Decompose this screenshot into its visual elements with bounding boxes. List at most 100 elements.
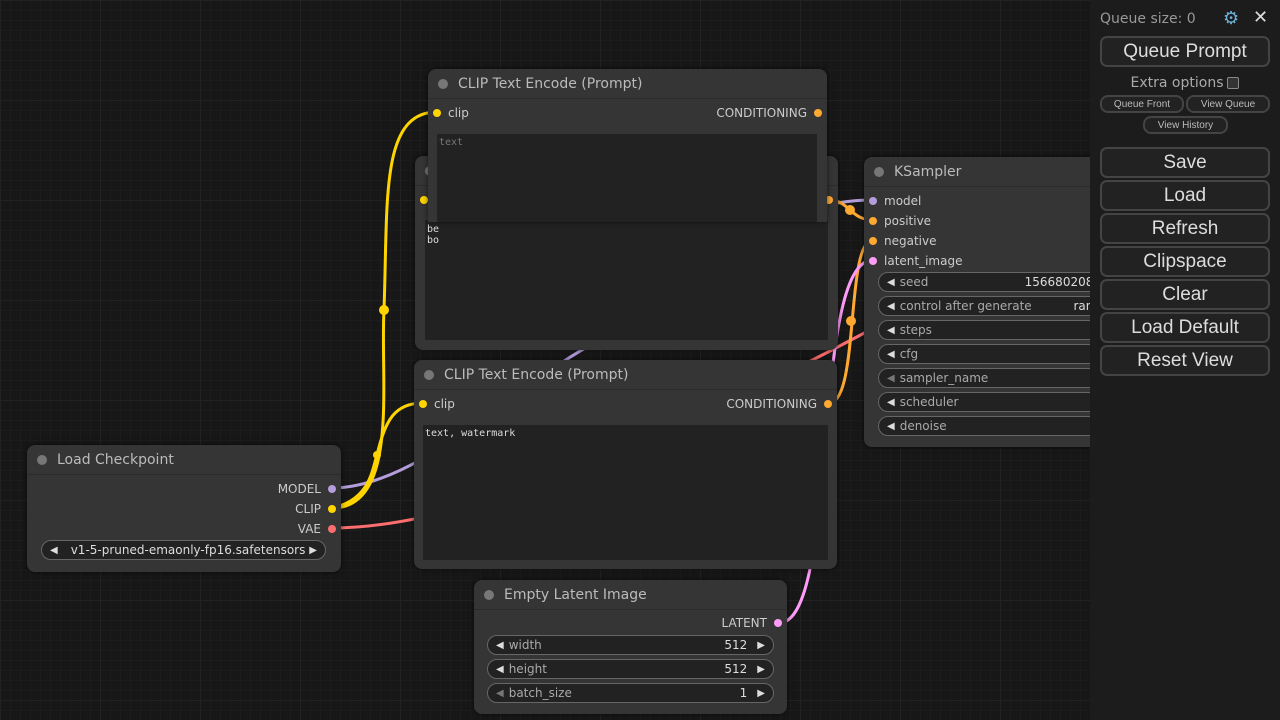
slot-dot[interactable] <box>869 237 877 245</box>
arrow-right-icon[interactable]: ▶ <box>757 687 765 699</box>
arrow-right-icon[interactable]: ▶ <box>757 639 765 651</box>
width-widget[interactable]: ◀ width 512 ▶ <box>487 635 774 655</box>
slot-dot[interactable] <box>774 619 782 627</box>
arrow-left-icon[interactable]: ◀ <box>887 300 895 312</box>
extra-options-label: Extra options <box>1130 75 1224 91</box>
slot-dot[interactable] <box>433 109 441 117</box>
collapse-dot[interactable] <box>438 78 448 89</box>
slot-dot[interactable] <box>328 525 336 533</box>
slot-dot[interactable] <box>869 257 877 265</box>
slot-dot[interactable] <box>328 505 336 513</box>
output-conditioning[interactable] <box>818 193 833 207</box>
batch-size-widget[interactable]: ◀ batch_size 1 ▶ <box>487 683 774 703</box>
clear-button[interactable]: Clear <box>1100 279 1270 310</box>
clipspace-button[interactable]: Clipspace <box>1100 246 1270 277</box>
slot-dot[interactable] <box>869 217 877 225</box>
gear-icon[interactable]: ⚙ <box>1223 8 1240 29</box>
collapse-dot[interactable] <box>424 369 434 380</box>
collapse-dot[interactable] <box>484 589 494 600</box>
node-clip-text-encode-negative[interactable]: CLIP Text Encode (Prompt) clip CONDITION… <box>414 360 837 569</box>
node-ksampler[interactable]: KSampler model positive negative latent_… <box>864 157 1124 447</box>
widget-seed[interactable]: ◀ seed 1566802087 <box>878 272 1124 292</box>
arrow-left-icon[interactable]: ◀ <box>887 396 895 408</box>
input-model[interactable]: model <box>869 194 921 208</box>
output-conditioning[interactable]: CONDITIONING <box>726 397 832 411</box>
node-title: Load Checkpoint <box>57 451 174 468</box>
arrow-right-icon[interactable]: ▶ <box>309 544 317 556</box>
output-vae[interactable]: VAE <box>298 522 336 536</box>
refresh-button[interactable]: Refresh <box>1100 213 1270 244</box>
extra-options-row: Extra options <box>1090 75 1280 91</box>
widget-cfg[interactable]: ◀ cfg <box>878 344 1124 364</box>
arrow-left-icon[interactable]: ◀ <box>887 348 895 360</box>
arrow-right-icon[interactable]: ▶ <box>757 663 765 675</box>
slot-dot[interactable] <box>419 400 427 408</box>
queue-front-button[interactable]: Queue Front <box>1100 95 1184 113</box>
input-latent-image[interactable]: latent_image <box>869 254 962 268</box>
slot-dot[interactable] <box>824 400 832 408</box>
arrow-left-icon[interactable]: ◀ <box>887 276 895 288</box>
arrow-left-icon[interactable]: ◀ <box>496 687 504 699</box>
slot-label: positive <box>884 214 932 228</box>
widget-sampler-name[interactable]: ◀ sampler_name <box>878 368 1124 388</box>
arrow-left-icon[interactable]: ◀ <box>887 372 895 384</box>
input-clip[interactable]: clip <box>419 397 455 411</box>
load-default-button[interactable]: Load Default <box>1100 312 1270 343</box>
input-positive[interactable]: positive <box>869 214 931 228</box>
save-button[interactable]: Save <box>1100 147 1270 178</box>
widget-label: seed <box>899 275 929 289</box>
arrow-left-icon[interactable]: ◀ <box>496 663 504 675</box>
arrow-left-icon[interactable]: ◀ <box>887 420 895 432</box>
ckpt-name-value: v1-5-pruned-emaonly-fp16.safetensors <box>70 543 306 557</box>
widget-label: control after generate <box>899 299 1032 313</box>
node-clip-text-encode[interactable]: CLIP Text Encode (Prompt) clip CONDITION… <box>428 69 827 222</box>
arrow-left-icon[interactable]: ◀ <box>50 544 58 556</box>
node-empty-latent-image[interactable]: Empty Latent Image LATENT ◀ width 512 ▶ ◀ he… <box>474 580 787 714</box>
slot-label: clip <box>448 106 469 120</box>
widget-scheduler[interactable]: ◀schedulern <box>878 392 1124 412</box>
slot-dot[interactable] <box>814 109 822 117</box>
arrow-left-icon[interactable]: ◀ <box>887 324 895 336</box>
slot-label: latent_image <box>884 254 963 268</box>
slot-dot[interactable] <box>420 196 428 204</box>
widget-label: width <box>508 638 542 652</box>
output-latent[interactable]: LATENT <box>722 616 782 630</box>
node-title: CLIP Text Encode (Prompt) <box>458 75 643 92</box>
slot-dot[interactable] <box>328 485 336 493</box>
output-model[interactable]: MODEL <box>278 482 336 496</box>
node-load-checkpoint[interactable]: Load Checkpoint MODEL CLIP VAE ◀ v1-5-pru… <box>27 445 341 572</box>
slot-label: MODEL <box>277 482 321 496</box>
widget-label: cfg <box>899 347 919 361</box>
height-widget[interactable]: ◀ height 512 ▶ <box>487 659 774 679</box>
widget-denoise[interactable]: ◀ denoise <box>878 416 1124 436</box>
slot-dot[interactable] <box>825 196 833 204</box>
widget-control-after-generate[interactable]: ◀ control after generate rand <box>878 296 1124 316</box>
input-clip[interactable]: clip <box>433 106 469 120</box>
widget-value: 512 <box>724 662 748 676</box>
output-clip[interactable]: CLIP <box>295 502 336 516</box>
widget-label: steps <box>899 323 932 337</box>
load-button[interactable]: Load <box>1100 180 1270 211</box>
close-icon[interactable]: ✕ <box>1253 7 1269 28</box>
input-clip[interactable] <box>420 193 435 207</box>
queue-size: Queue size: 0 <box>1100 11 1196 27</box>
ckpt-name-combo[interactable]: ◀ v1-5-pruned-emaonly-fp16.safetensors ▶ <box>41 540 326 560</box>
view-queue-button[interactable]: View Queue <box>1186 95 1270 113</box>
arrow-left-icon[interactable]: ◀ <box>496 639 504 651</box>
input-negative[interactable]: negative <box>869 234 936 248</box>
reset-view-button[interactable]: Reset View <box>1100 345 1270 376</box>
view-history-button[interactable]: View History <box>1143 116 1228 134</box>
prompt-textarea[interactable]: text <box>437 134 817 222</box>
extra-options-checkbox[interactable] <box>1227 77 1240 89</box>
output-conditioning[interactable]: CONDITIONING <box>716 106 822 120</box>
widget-steps[interactable]: ◀ steps <box>878 320 1124 340</box>
collapse-dot[interactable] <box>874 166 884 177</box>
node-title: Empty Latent Image <box>504 586 647 603</box>
queue-prompt-button[interactable]: Queue Prompt <box>1100 36 1270 67</box>
collapse-dot[interactable] <box>37 454 47 465</box>
slot-label: VAE <box>297 522 321 536</box>
prompt-textarea[interactable]: be bo <box>425 220 828 340</box>
slot-dot[interactable] <box>869 197 877 205</box>
widget-label: height <box>508 662 547 676</box>
prompt-textarea[interactable]: text, watermark <box>423 425 828 560</box>
